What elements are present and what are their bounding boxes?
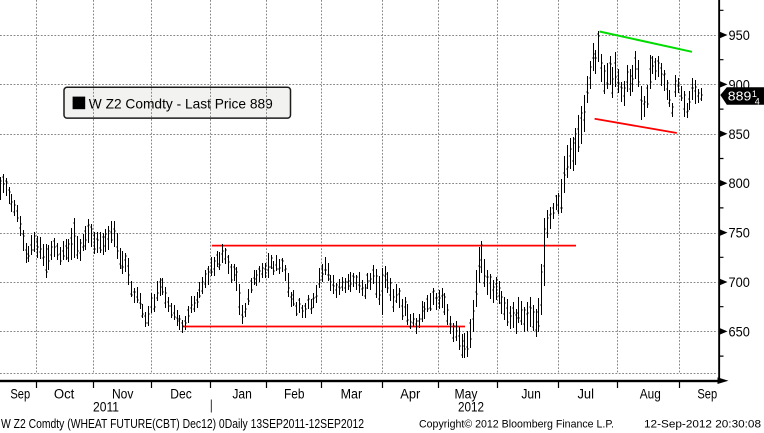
svg-text:889: 889 — [728, 88, 752, 103]
svg-text:750: 750 — [729, 225, 750, 241]
svg-text:Sep: Sep — [10, 386, 30, 401]
svg-text:Jul: Jul — [577, 386, 594, 401]
svg-text:Mar: Mar — [341, 386, 363, 401]
svg-text:4: 4 — [755, 96, 760, 106]
svg-text:Dec: Dec — [170, 386, 192, 401]
svg-text:Jun: Jun — [521, 386, 541, 401]
svg-text:1: 1 — [752, 89, 757, 99]
svg-text:950: 950 — [729, 27, 750, 43]
svg-text:W Z2 Comdty (WHEAT FUTURE(CBT): W Z2 Comdty (WHEAT FUTURE(CBT) Dec12) 0D… — [1, 416, 364, 431]
svg-text:Apr: Apr — [400, 386, 420, 401]
svg-text:850: 850 — [729, 126, 750, 142]
svg-text:12-Sep-2012 20:30:08: 12-Sep-2012 20:30:08 — [644, 419, 761, 431]
svg-text:Oct: Oct — [54, 386, 75, 401]
svg-text:May: May — [455, 386, 478, 401]
svg-text:Feb: Feb — [284, 386, 305, 401]
svg-text:W Z2 Comdty - Last Price 889: W Z2 Comdty - Last Price 889 — [89, 95, 273, 111]
svg-text:Sep: Sep — [697, 386, 717, 401]
svg-text:2012: 2012 — [458, 399, 484, 415]
svg-text:Nov: Nov — [112, 386, 134, 401]
svg-text:Copyright© 2012 Bloomberg Fina: Copyright© 2012 Bloomberg Finance L.P. — [419, 419, 614, 431]
svg-text:Aug: Aug — [640, 386, 661, 401]
svg-text:700: 700 — [729, 274, 750, 290]
svg-text:2011: 2011 — [93, 399, 119, 415]
svg-text:650: 650 — [729, 323, 750, 339]
svg-text:800: 800 — [729, 175, 750, 191]
svg-text:Jan: Jan — [232, 386, 252, 401]
